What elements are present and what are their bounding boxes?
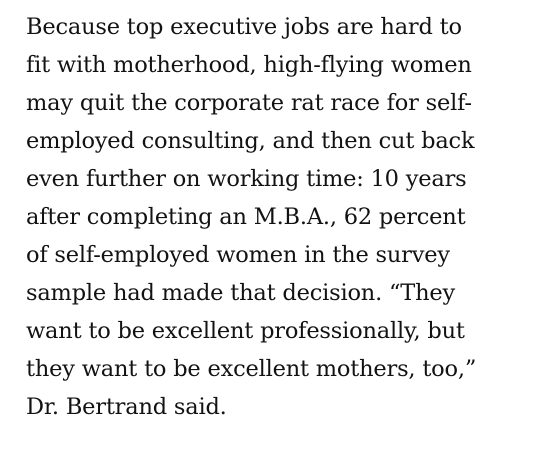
paragraph-line: employed consulting, and then cut back [26, 128, 475, 154]
paragraph-line: sample had made that decision. “They [26, 280, 456, 306]
paragraph-line: want to be excellent professionally, but [26, 318, 465, 344]
paragraph-line: of self-employed women in the survey [26, 242, 450, 268]
paragraph-line: even further on working time: 10 years [26, 166, 467, 192]
paragraph-line: they want to be excellent mothers, too,” [26, 356, 477, 382]
paragraph-line: fit with motherhood, high-flying women [26, 52, 472, 78]
paragraph-line: Dr. Bertrand said. [26, 394, 227, 420]
article-paragraph: Because top executive jobs are hard to f… [26, 8, 531, 426]
paragraph-line: may quit the corporate rat race for self… [26, 90, 472, 116]
paragraph-line: Because top executive jobs are hard to [26, 14, 462, 40]
paragraph-line: after completing an M.B.A., 62 percent [26, 204, 466, 230]
